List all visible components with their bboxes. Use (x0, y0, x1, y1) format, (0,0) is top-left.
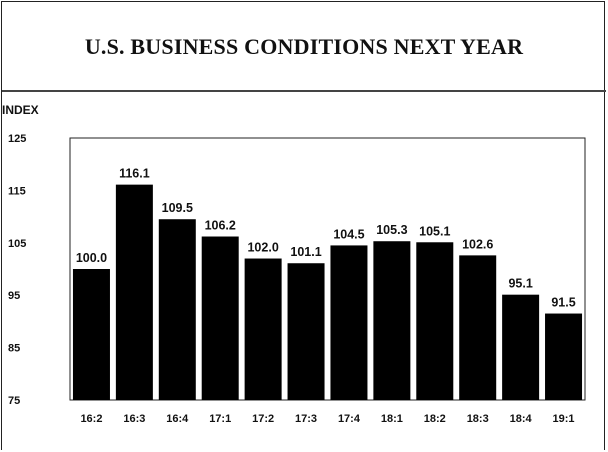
y-tick-label: 105 (8, 238, 26, 250)
y-tick-label: 115 (8, 185, 26, 197)
y-tick-label: 125 (8, 133, 26, 145)
data-label: 116.1 (119, 167, 150, 181)
x-tick-label: 17:2 (252, 413, 274, 425)
bar (115, 184, 153, 400)
x-tick-label: 17:3 (295, 413, 317, 425)
bar (416, 242, 454, 400)
bar (502, 294, 540, 400)
data-label: 101.1 (290, 245, 321, 259)
x-tick-label: 17:4 (338, 413, 361, 425)
x-tick-label: 19:1 (553, 413, 575, 425)
bar (287, 263, 325, 400)
bar (545, 313, 583, 400)
y-tick-label: 75 (8, 395, 20, 407)
x-tick-label: 18:4 (510, 413, 533, 425)
bar (244, 258, 282, 400)
data-label: 102.0 (247, 241, 278, 255)
chart-title: U.S. BUSINESS CONDITIONS NEXT YEAR (84, 34, 524, 59)
data-label: 109.5 (162, 201, 193, 215)
data-label: 100.0 (76, 251, 107, 265)
data-label: 105.1 (419, 224, 450, 238)
y-tick-label: 85 (8, 343, 20, 355)
bar (158, 219, 196, 400)
bar (72, 269, 110, 400)
data-label: 102.6 (462, 237, 493, 251)
bar (459, 255, 497, 400)
x-tick-label: 16:3 (123, 413, 145, 425)
bar (330, 245, 368, 400)
x-tick-label: 17:1 (209, 413, 231, 425)
bar (373, 241, 411, 400)
bar (201, 236, 239, 400)
title-divider (2, 90, 606, 92)
data-label: 91.5 (551, 296, 575, 310)
x-tick-label: 18:3 (467, 413, 489, 425)
y-tick-label: 95 (8, 290, 20, 302)
x-tick-label: 18:2 (424, 413, 446, 425)
x-tick-label: 18:1 (381, 413, 403, 425)
x-tick-label: 16:4 (166, 413, 189, 425)
x-tick-label: 16:2 (80, 413, 102, 425)
y-axis-label: INDEX (2, 103, 39, 117)
data-label: 106.2 (205, 219, 236, 233)
data-label: 105.3 (376, 223, 407, 237)
data-label: 104.5 (333, 227, 364, 241)
plot-area (69, 137, 586, 401)
data-label: 95.1 (508, 277, 532, 291)
